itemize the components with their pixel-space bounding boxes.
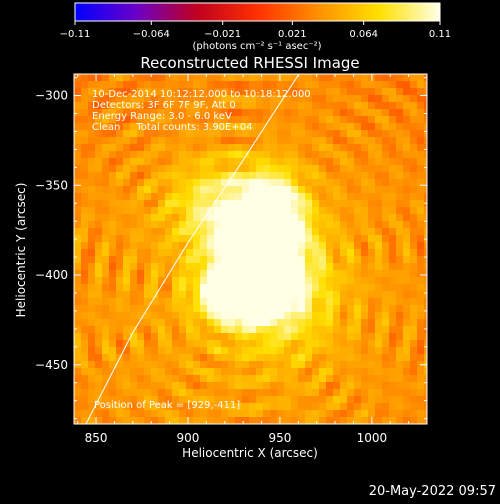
y-axis-label: Heliocentric Y (arcsec)	[14, 183, 28, 318]
x-axis: 850 900 950 1000	[77, 74, 428, 445]
colorbar: −0.11 −0.064 −0.021 0.021 0.064 0.11 (photons…	[60, 2, 451, 52]
colorbar-tick-label: −0.11	[60, 29, 91, 40]
y-axis: −300 −350 −400 −450	[35, 77, 427, 420]
colorbar-tick-label: −0.021	[204, 29, 241, 40]
colorbar-tick-label: 0.064	[349, 29, 378, 40]
colorbar-ticks: −0.11 −0.064 −0.021 0.021 0.064 0.11	[60, 21, 451, 40]
x-tick-label: 850	[85, 431, 108, 445]
colorbar-tick-label: 0.021	[278, 29, 307, 40]
peak-position-label: Position of Peak = [929,-411]	[94, 400, 240, 411]
chart-title: Reconstructed RHESSI Image	[140, 54, 359, 72]
colorbar-tick-label: −0.064	[133, 29, 170, 40]
annotation-time-range: 10-Dec-2014 10:12:12.000 to 10:18:12.000	[92, 89, 311, 100]
annotation-energy-range: Energy Range: 3.0 - 6.0 keV	[92, 111, 232, 122]
footer-date: 20-May-2022 09:57	[369, 484, 496, 499]
annotation-detectors: Detectors: 3F 6F 7F 9F, Att 0	[92, 100, 236, 111]
annotation-block: 10-Dec-2014 10:12:12.000 to 10:18:12.000…	[92, 89, 311, 411]
plot-frame	[73, 73, 428, 425]
heatmap	[74, 74, 427, 424]
x-tick-label: 900	[177, 431, 200, 445]
limb-line	[85, 74, 300, 424]
x-tick-label: 950	[268, 431, 291, 445]
annotation-clean-counts: Clean Total counts: 3.90E+04	[92, 122, 252, 133]
y-tick-label: −400	[35, 268, 68, 282]
colorbar-gradient	[74, 2, 441, 22]
colorbar-units: (photons cm⁻² s⁻¹ asec⁻²)	[192, 41, 321, 52]
y-tick-label: −350	[35, 178, 68, 192]
x-axis-label: Heliocentric X (arcsec)	[182, 446, 318, 460]
x-tick-label: 1000	[357, 431, 388, 445]
y-tick-label: −300	[35, 89, 68, 103]
y-tick-label: −450	[35, 358, 68, 372]
colorbar-tick-label: 0.11	[429, 29, 451, 40]
